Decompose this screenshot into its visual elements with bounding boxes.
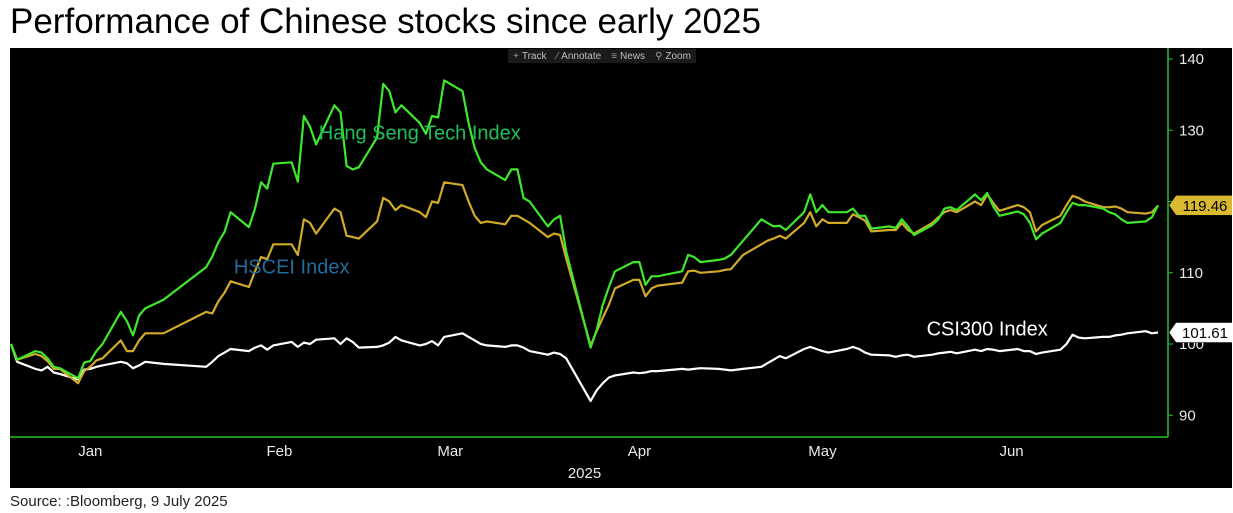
last-value-flag-shape <box>1168 322 1232 343</box>
toolbar-label: Track <box>521 50 547 62</box>
last-value-flag-shape <box>1168 195 1232 216</box>
y-tick-label: 140 <box>1179 51 1204 68</box>
last-value-label: 119.46 <box>1183 198 1228 215</box>
line-chart: 90100110120130140JanFebMarAprMayJun2025H… <box>10 48 1232 482</box>
y-tick-label: 130 <box>1179 122 1204 139</box>
magnifier-icon: ⚲ <box>655 50 663 62</box>
x-tick-label: Feb <box>267 443 293 460</box>
series-line-csi300-index <box>10 330 1159 403</box>
series-line-hscei-index <box>10 181 1159 385</box>
y-tick-label: 110 <box>1179 265 1203 282</box>
toolbar-track-button[interactable]: + Track <box>508 49 551 63</box>
series-line-hang-seng-tech-index <box>10 79 1159 380</box>
toolbar-label: Annotate <box>561 50 602 62</box>
x-tick-label: Apr <box>628 443 651 460</box>
toolbar-label: Zoom <box>665 50 691 62</box>
pencil-icon: ⁄ <box>556 50 559 62</box>
toolbar-zoom-button[interactable]: ⚲ Zoom <box>650 49 696 63</box>
series-label: CSI300 Index <box>927 318 1048 340</box>
x-axis-title: 2025 <box>568 465 601 482</box>
news-icon: ≡ <box>611 50 618 62</box>
page-title: Performance of Chinese stocks since earl… <box>10 2 761 41</box>
series-label: HSCEI Index <box>234 256 350 278</box>
last-value-flag: 101.61 <box>1168 322 1232 343</box>
y-tick-label: 90 <box>1179 407 1196 424</box>
source-note: Source: :Bloomberg, 9 July 2025 <box>10 493 228 510</box>
x-tick-label: Jun <box>999 443 1023 460</box>
crosshair-icon: + <box>513 50 519 62</box>
last-value-flag: 119.46 <box>1168 195 1232 216</box>
x-tick-label: Mar <box>437 443 463 460</box>
toolbar-news-button[interactable]: ≡ News <box>606 49 650 63</box>
x-tick-label: May <box>808 443 837 460</box>
chart-toolbar: + Track ⁄ Annotate ≡ News ⚲ Zoom <box>508 49 696 63</box>
series-label: Hang Seng Tech Index <box>319 123 521 145</box>
toolbar-annotate-button[interactable]: ⁄ Annotate <box>551 49 606 63</box>
x-tick-label: Jan <box>78 443 102 460</box>
chart-panel: 90100110120130140JanFebMarAprMayJun2025H… <box>10 48 1232 488</box>
last-value-label: 101.61 <box>1182 325 1228 342</box>
toolbar-label: News <box>620 50 646 62</box>
